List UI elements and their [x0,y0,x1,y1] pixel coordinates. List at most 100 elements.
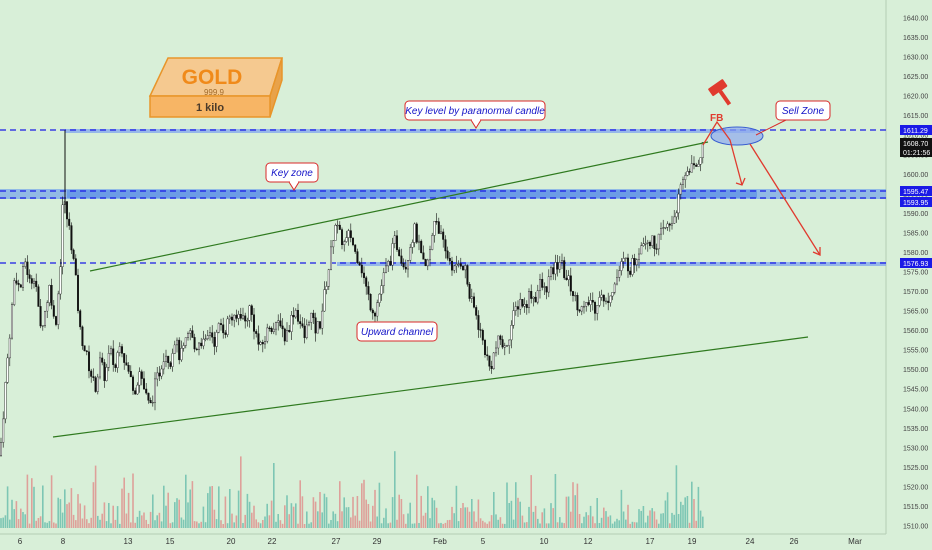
candle [30,278,33,284]
volume-bar [449,519,451,528]
candles [0,130,704,457]
volume-bar [629,523,631,528]
volume-bar [33,486,35,528]
sell-zone-ellipse[interactable] [710,126,764,146]
callout-key-level-text: Key level by paranormal candle [405,106,545,117]
volume-bar [248,501,251,528]
volume-bar [330,520,332,528]
candle [74,258,77,276]
volume-bar [543,508,546,528]
candle [288,330,291,332]
candle [327,269,330,287]
candle [28,274,31,279]
volume-bar [493,492,495,528]
candle [376,302,379,317]
price-scale[interactable] [886,0,932,550]
callout-upward-channel-text: Upward channel [361,327,434,338]
candle [572,291,575,296]
support-level-rect[interactable] [337,262,886,266]
candle [591,300,594,303]
x-tick-label: 10 [540,537,549,546]
volume-bar [178,499,180,528]
candle [61,204,64,267]
volume-bar [570,511,572,528]
candle [136,384,139,395]
y-tick-label: 1520.00 [903,484,928,491]
volume-bar [189,489,191,528]
candle [651,235,654,247]
arrow-long[interactable] [749,143,821,256]
candle [429,249,432,261]
candle [481,330,484,341]
volume-bar [325,497,328,528]
callout-key-level[interactable]: Key level by paranormal candle [404,100,546,129]
callout-key-zone-text: Key zone [271,168,313,179]
candle [446,250,449,259]
candle [631,258,634,275]
volume-bar [156,515,158,528]
candle [59,266,62,295]
volume-bar [147,524,150,528]
key-zone-rect[interactable] [67,190,757,198]
key-level-rect[interactable] [65,129,755,133]
candle [556,262,559,270]
volume-bar [497,519,499,528]
volume-bar [539,523,541,528]
volume-bar [215,519,218,528]
candle [312,312,315,319]
candle [169,362,172,367]
candle [330,246,333,270]
volume-bar [422,515,425,528]
candle [127,365,130,372]
volume-bar [578,514,581,528]
candle [536,290,539,303]
price-label-zone-bottom-text: 1593.95 [903,200,928,207]
candle [569,275,572,292]
candle [237,314,240,319]
volume-bar [143,512,145,528]
candle [184,337,187,346]
y-tick-label: 1630.00 [903,55,928,62]
candle [241,315,244,319]
volume-bar [59,499,62,528]
x-tick-label: 26 [790,537,799,546]
channel-lower-line[interactable] [52,336,809,438]
volume-bar [633,522,636,528]
volume-bar [446,520,449,528]
y-tick-label: 1550.00 [903,367,928,374]
candle [6,357,9,383]
candle [378,293,381,304]
candle [98,357,101,378]
candle [554,262,557,275]
candle [336,224,339,227]
volume-bar [297,523,299,528]
candle [539,279,542,291]
volume-bar [37,518,40,528]
volume-bar [647,515,649,528]
candle [613,283,616,293]
volume-bar [614,521,616,528]
candle [325,286,328,290]
candle [129,371,132,378]
volume-bar [378,482,381,528]
arrow-short-head [735,177,746,186]
callout-upward-channel[interactable]: Upward channel [356,321,438,342]
candle [589,300,592,305]
volume-bar [389,522,392,528]
callout-sell-zone[interactable]: Sell Zone [755,100,831,136]
arrow-short[interactable] [702,120,743,186]
candle [426,259,429,267]
volume-bar [442,523,444,528]
candle [479,329,482,331]
callout-key-zone[interactable]: Key zone [265,162,319,191]
volume-bar [622,511,625,528]
candle [222,324,225,334]
candle [164,355,167,362]
candle [598,297,601,306]
key-zone-band[interactable] [0,189,886,199]
channel-upper-line[interactable] [89,141,709,272]
candle [624,257,627,259]
candle [261,342,264,345]
volume-bar [246,493,249,528]
candle [668,223,671,226]
